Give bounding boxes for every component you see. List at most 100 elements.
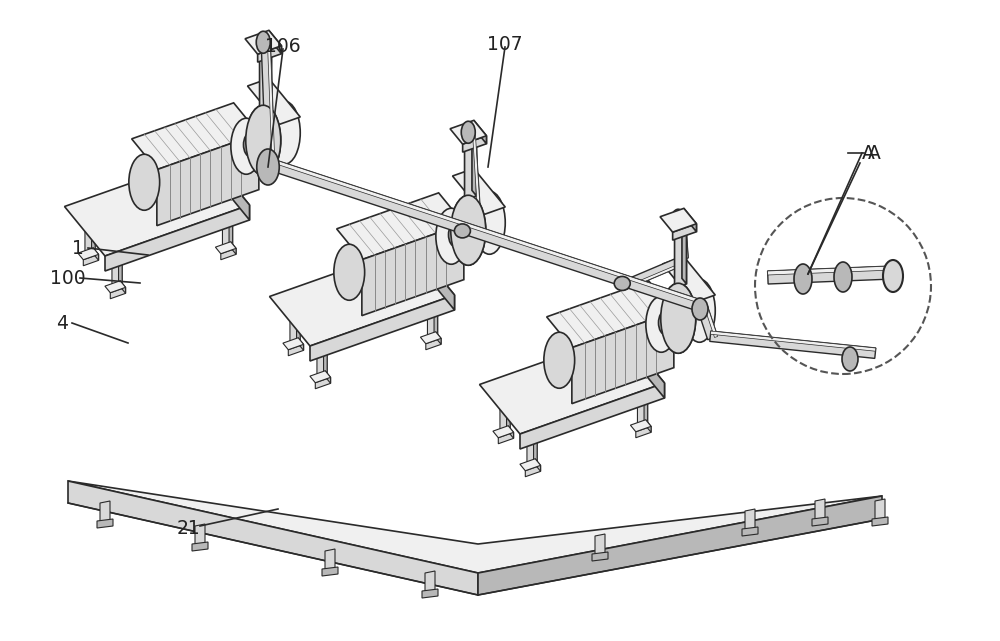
Polygon shape <box>286 310 300 318</box>
Polygon shape <box>288 344 304 356</box>
Polygon shape <box>525 465 541 477</box>
Polygon shape <box>624 262 684 290</box>
Polygon shape <box>592 552 608 561</box>
Polygon shape <box>195 524 205 546</box>
Ellipse shape <box>231 118 262 174</box>
Text: 4: 4 <box>56 313 68 333</box>
Polygon shape <box>260 51 271 110</box>
Polygon shape <box>527 435 537 469</box>
Polygon shape <box>310 295 454 361</box>
Text: A: A <box>862 144 874 163</box>
Text: A: A <box>868 144 881 163</box>
Ellipse shape <box>614 276 630 290</box>
Ellipse shape <box>455 221 469 244</box>
Polygon shape <box>425 571 435 593</box>
Polygon shape <box>157 134 259 226</box>
Polygon shape <box>397 271 411 279</box>
Polygon shape <box>362 224 464 315</box>
Polygon shape <box>698 306 718 340</box>
Polygon shape <box>269 30 281 54</box>
Polygon shape <box>400 275 411 309</box>
Polygon shape <box>261 42 275 167</box>
Polygon shape <box>110 287 126 299</box>
Polygon shape <box>607 359 621 367</box>
Polygon shape <box>673 224 696 240</box>
Polygon shape <box>745 509 755 531</box>
Polygon shape <box>322 567 338 576</box>
Polygon shape <box>424 304 438 312</box>
Polygon shape <box>675 229 686 288</box>
Polygon shape <box>68 481 478 595</box>
Polygon shape <box>68 481 882 573</box>
Polygon shape <box>194 215 209 227</box>
Polygon shape <box>100 501 110 523</box>
Polygon shape <box>202 181 206 215</box>
Polygon shape <box>270 246 454 346</box>
Polygon shape <box>493 426 514 438</box>
Polygon shape <box>105 205 250 271</box>
Polygon shape <box>684 208 696 232</box>
Ellipse shape <box>842 347 858 371</box>
Polygon shape <box>595 534 605 556</box>
Polygon shape <box>267 158 703 312</box>
Ellipse shape <box>436 208 467 264</box>
Polygon shape <box>222 218 233 252</box>
Polygon shape <box>298 338 304 351</box>
Polygon shape <box>547 281 674 347</box>
Polygon shape <box>619 387 624 399</box>
Polygon shape <box>710 331 876 351</box>
Polygon shape <box>523 431 537 438</box>
Polygon shape <box>705 306 718 337</box>
Polygon shape <box>409 299 414 312</box>
Polygon shape <box>85 224 95 258</box>
Polygon shape <box>474 121 486 144</box>
Polygon shape <box>465 141 476 200</box>
Polygon shape <box>325 549 335 571</box>
Polygon shape <box>875 499 885 521</box>
Polygon shape <box>324 343 327 377</box>
Ellipse shape <box>661 283 696 353</box>
Polygon shape <box>682 220 688 258</box>
Ellipse shape <box>129 154 160 210</box>
Polygon shape <box>192 542 208 551</box>
Polygon shape <box>498 432 514 444</box>
Polygon shape <box>768 266 893 275</box>
Polygon shape <box>610 363 621 397</box>
Ellipse shape <box>257 149 279 185</box>
Polygon shape <box>317 347 327 381</box>
Polygon shape <box>460 135 476 145</box>
Polygon shape <box>120 281 126 294</box>
Polygon shape <box>507 398 510 432</box>
Polygon shape <box>636 426 651 438</box>
Polygon shape <box>414 246 454 310</box>
Ellipse shape <box>246 105 281 175</box>
Polygon shape <box>248 78 300 124</box>
Polygon shape <box>466 132 480 211</box>
Polygon shape <box>422 589 438 598</box>
Polygon shape <box>245 30 281 54</box>
Polygon shape <box>215 242 236 254</box>
Polygon shape <box>768 266 893 284</box>
Polygon shape <box>676 220 688 258</box>
Ellipse shape <box>334 244 365 300</box>
Polygon shape <box>452 169 505 215</box>
Polygon shape <box>229 213 233 248</box>
Polygon shape <box>466 213 479 234</box>
Polygon shape <box>81 220 95 228</box>
Polygon shape <box>93 248 99 260</box>
Polygon shape <box>313 343 327 351</box>
Polygon shape <box>132 103 259 170</box>
Polygon shape <box>195 185 206 219</box>
Polygon shape <box>670 224 686 233</box>
Ellipse shape <box>646 296 677 353</box>
Polygon shape <box>192 181 206 188</box>
Polygon shape <box>520 459 541 470</box>
Ellipse shape <box>451 196 486 265</box>
Polygon shape <box>500 402 510 436</box>
Polygon shape <box>108 253 122 261</box>
Polygon shape <box>872 517 888 526</box>
Polygon shape <box>337 193 464 260</box>
Polygon shape <box>742 527 758 536</box>
Polygon shape <box>83 254 99 266</box>
Polygon shape <box>426 338 441 350</box>
